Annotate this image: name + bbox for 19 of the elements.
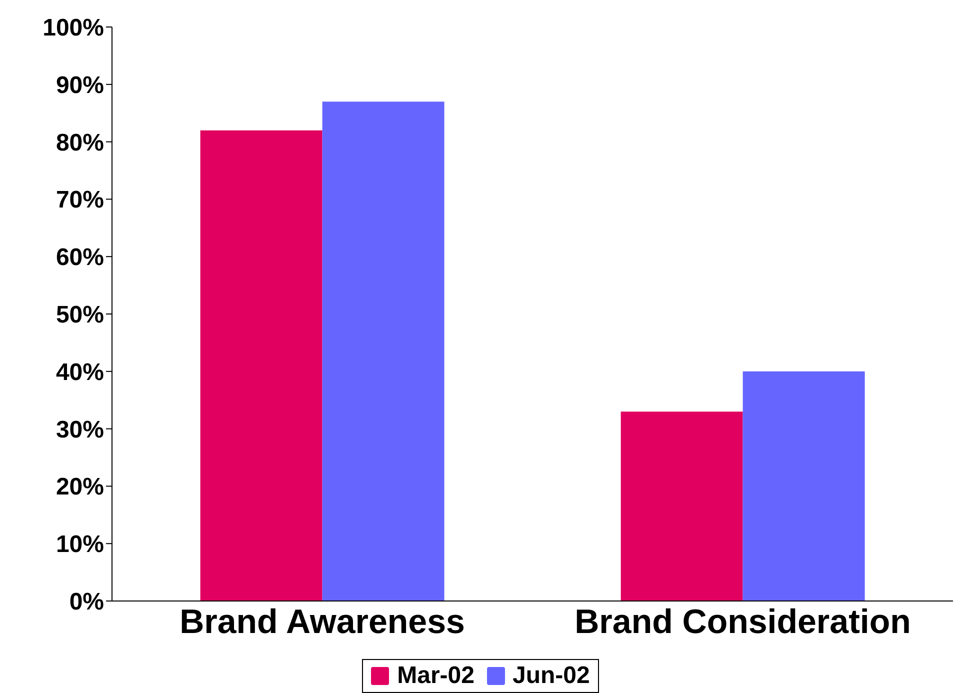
y-tick-label: 60% <box>56 244 104 272</box>
legend-label: Mar-02 <box>397 662 474 690</box>
y-tick-label: 30% <box>56 416 104 444</box>
bar <box>620 412 743 601</box>
y-tick-label: 90% <box>56 72 104 99</box>
y-tick-label: 50% <box>56 302 104 329</box>
y-tick-label: 40% <box>56 358 104 386</box>
x-tick-label: Brand Consideration <box>574 603 911 642</box>
bar <box>742 371 865 601</box>
bar <box>200 130 322 601</box>
legend-label: Jun-02 <box>512 662 590 690</box>
y-tick-label: 100% <box>42 14 104 42</box>
y-tick-label: 10% <box>56 531 104 558</box>
y-tick-label: 70% <box>56 186 104 214</box>
y-tick-label: 0% <box>69 588 104 616</box>
bar <box>322 102 444 601</box>
y-tick-label: 80% <box>56 129 104 156</box>
x-tick-label: Brand Awareness <box>180 603 465 642</box>
y-tick-label: 20% <box>56 474 104 501</box>
